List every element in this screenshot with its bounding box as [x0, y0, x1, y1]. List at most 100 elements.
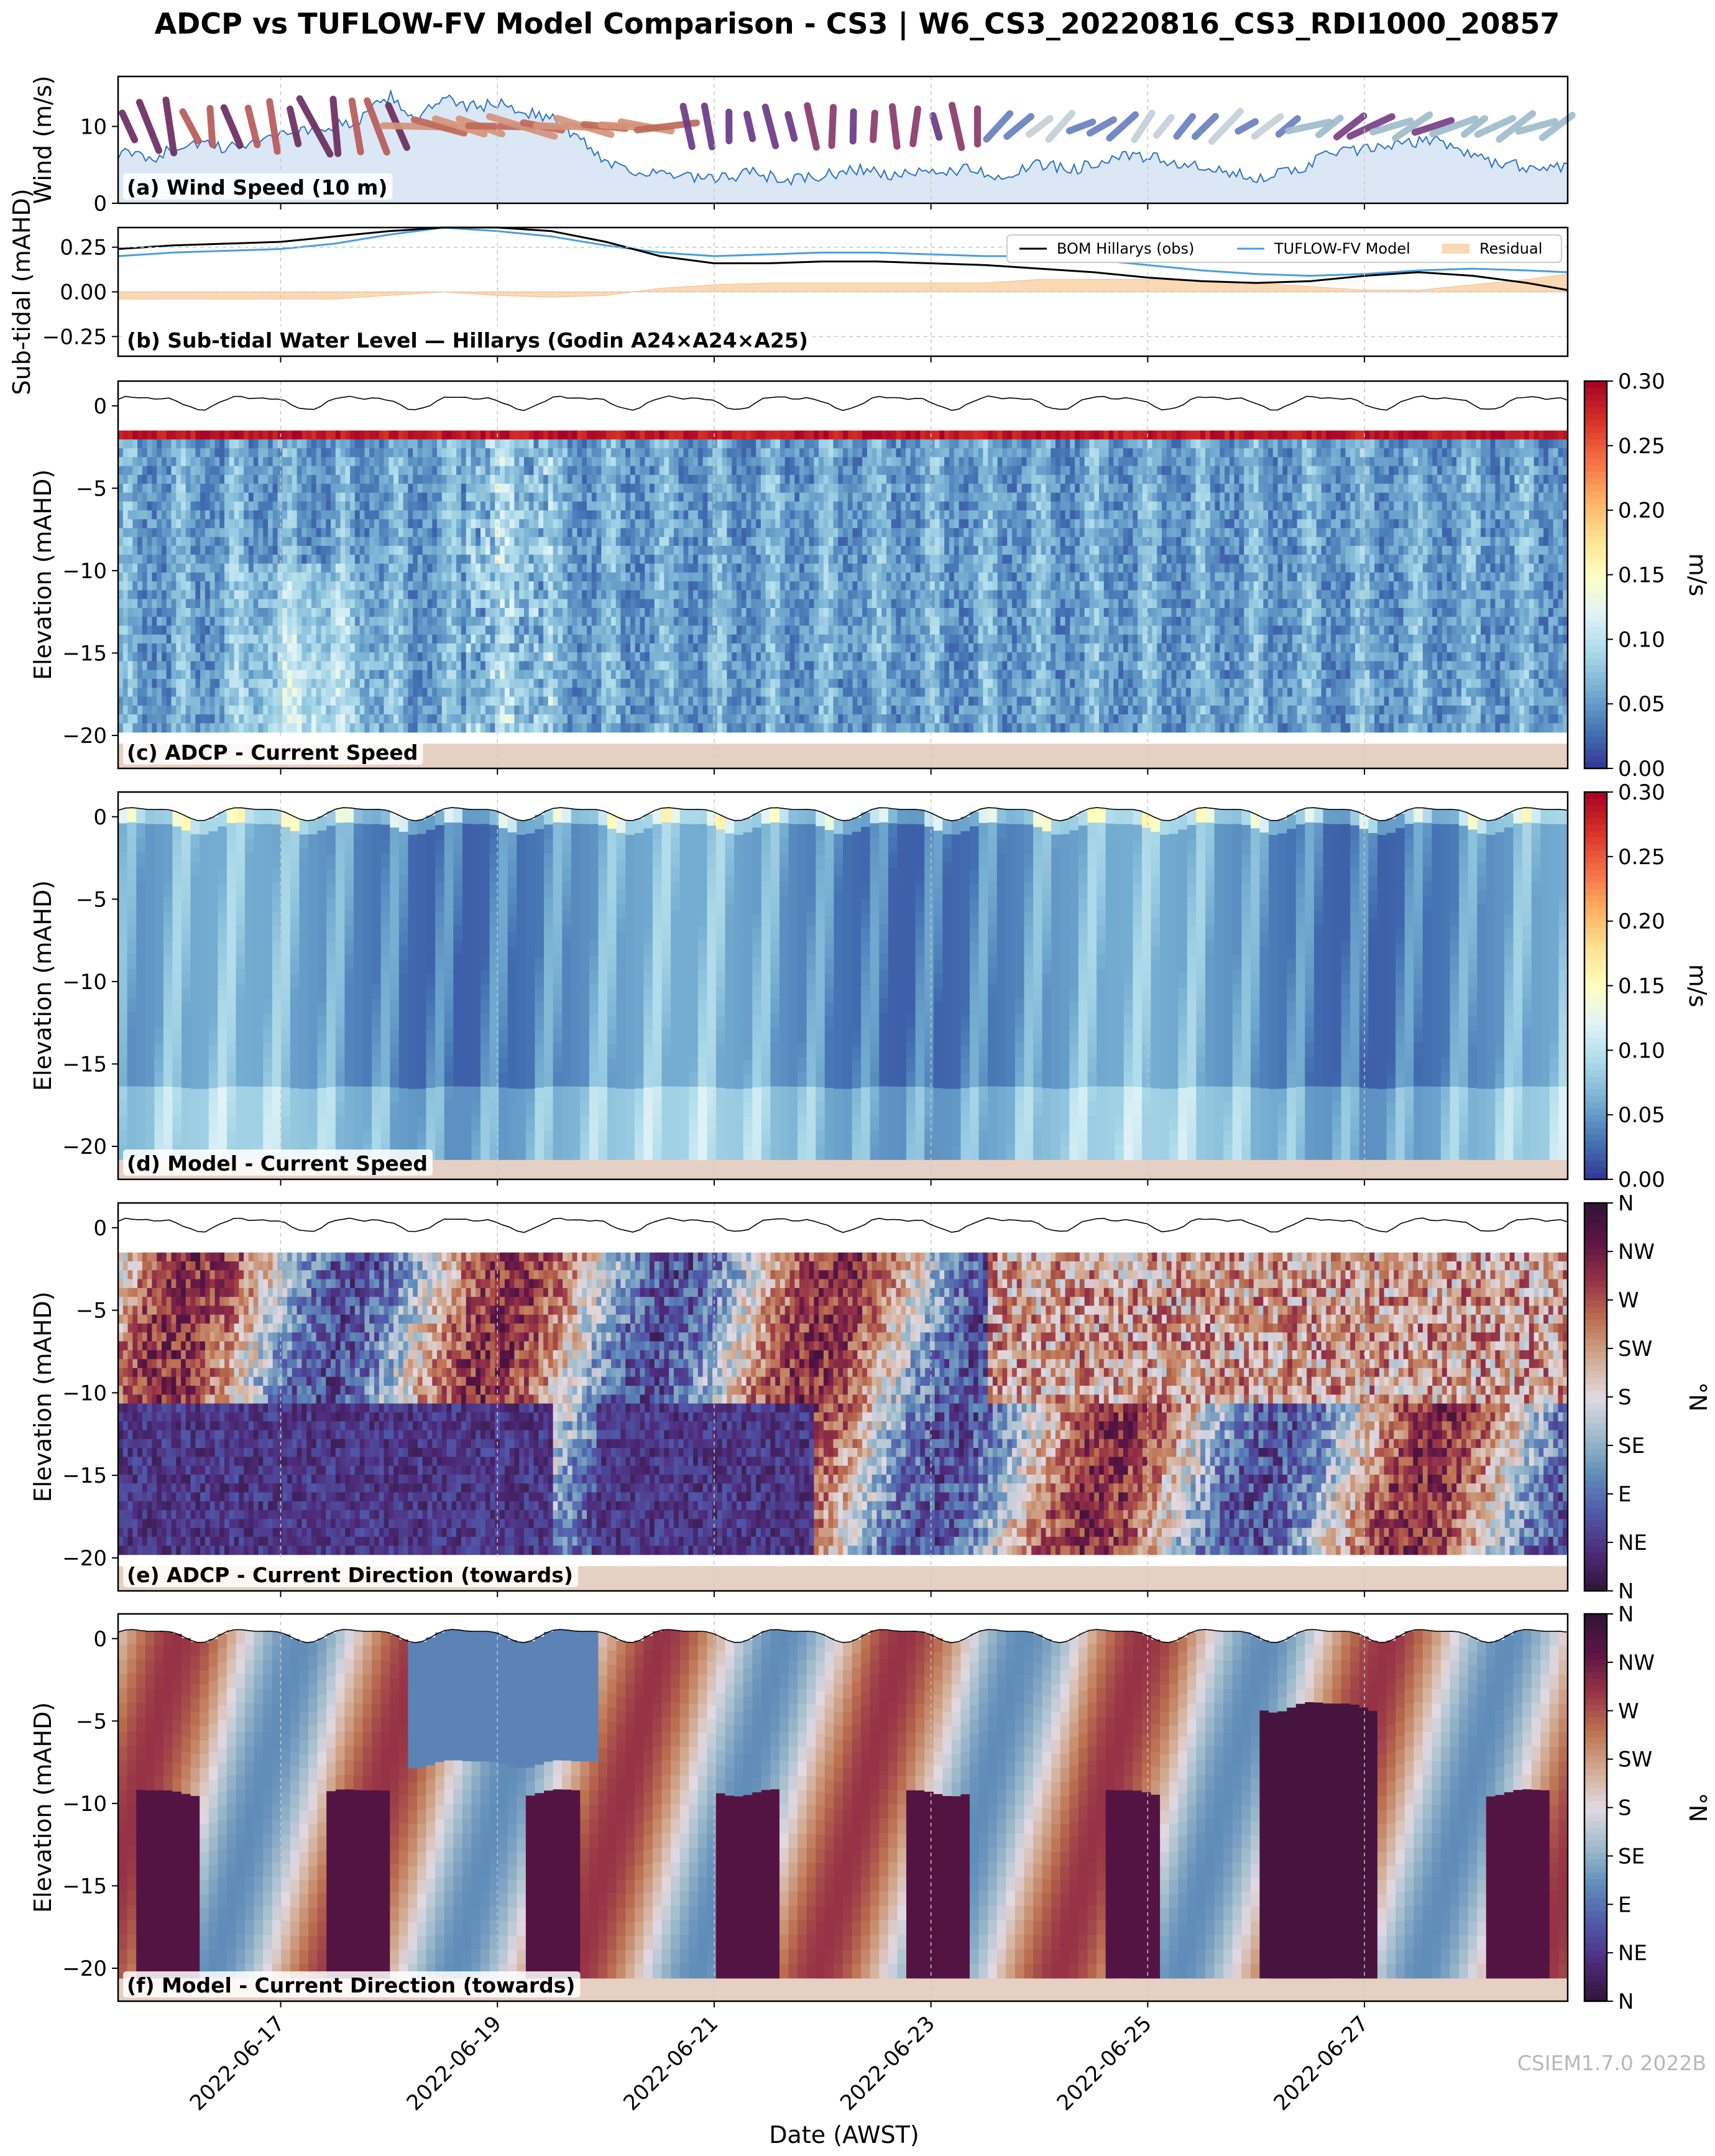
heatmap-cell — [655, 599, 660, 609]
heatmap-cell — [490, 625, 495, 635]
heatmap-cell — [447, 431, 452, 440]
heatmap-cell — [118, 714, 123, 724]
heatmap-cell — [514, 466, 519, 476]
heatmap-cell — [147, 431, 152, 440]
heatmap-cell — [360, 555, 365, 564]
heatmap-cell — [669, 608, 674, 617]
heatmap-cell — [137, 492, 142, 502]
heatmap-cell — [519, 625, 524, 635]
heatmap-cell — [123, 625, 128, 635]
heatmap-cell — [132, 457, 137, 466]
heatmap-cell — [263, 599, 268, 609]
heatmap-cell — [398, 679, 403, 688]
heatmap-cell — [364, 431, 369, 440]
heatmap-cell — [587, 643, 592, 653]
heatmap-cell — [577, 706, 582, 715]
heatmap-cell — [118, 599, 123, 609]
heatmap-cell — [258, 635, 263, 644]
heatmap-cell — [548, 492, 553, 502]
heatmap-cell — [287, 475, 292, 484]
heatmap-cell — [132, 590, 137, 599]
heatmap-cell — [316, 440, 321, 449]
heatmap-cell — [480, 466, 485, 476]
heatmap-cell — [597, 457, 602, 466]
heatmap-cell — [341, 688, 346, 697]
heatmap-cell — [620, 652, 625, 661]
heatmap-cell — [282, 457, 287, 466]
heatmap-cell — [664, 492, 669, 502]
heatmap-cell — [244, 573, 249, 582]
heatmap-cell — [336, 475, 341, 484]
heatmap-cell — [500, 670, 505, 680]
heatmap-cell — [611, 679, 616, 688]
heatmap-cell — [249, 617, 254, 626]
heatmap-cell — [514, 706, 519, 715]
heatmap-cell — [311, 492, 316, 502]
heatmap-cell — [297, 573, 302, 582]
heatmap-cell — [563, 466, 568, 476]
heatmap-cell — [645, 457, 650, 466]
heatmap-cell — [350, 457, 355, 466]
heatmap-cell — [568, 519, 572, 528]
heatmap-cell — [660, 492, 664, 502]
heatmap-cell — [500, 448, 505, 458]
heatmap-cell — [239, 457, 244, 466]
heatmap-cell — [306, 519, 311, 528]
heatmap-cell — [350, 590, 355, 599]
heatmap-cell — [674, 635, 679, 644]
heatmap-cell — [181, 492, 186, 502]
heatmap-cell — [205, 706, 210, 715]
heatmap-cell — [597, 448, 602, 458]
heatmap-cell — [519, 617, 524, 626]
heatmap-cell — [321, 431, 326, 440]
heatmap-cell — [447, 475, 452, 484]
heatmap-cell — [239, 519, 244, 528]
heatmap-cell — [684, 555, 689, 564]
heatmap-cell — [384, 697, 389, 706]
heatmap-cell — [688, 599, 693, 609]
heatmap-cell — [587, 670, 592, 680]
heatmap-cell — [592, 502, 597, 511]
heatmap-cell — [268, 457, 273, 466]
heatmap-cell — [616, 528, 621, 538]
heatmap-cell — [191, 475, 196, 484]
heatmap-cell — [268, 608, 273, 617]
heatmap-cell — [664, 466, 669, 476]
heatmap-cell — [297, 537, 302, 546]
heatmap-cell — [625, 546, 630, 555]
heatmap-cell — [355, 706, 360, 715]
heatmap-cell — [693, 564, 698, 573]
heatmap-cell — [306, 661, 311, 671]
heatmap-cell — [563, 581, 568, 591]
heatmap-cell — [118, 502, 123, 511]
heatmap-cell — [360, 475, 365, 484]
heatmap-cell — [142, 581, 147, 591]
heatmap-cell — [229, 502, 234, 511]
heatmap-cell — [640, 723, 645, 732]
heatmap-cell — [418, 475, 423, 484]
heatmap-cell — [669, 519, 674, 528]
heatmap-cell — [456, 564, 461, 573]
heatmap-cell — [442, 484, 447, 493]
heatmap-cell — [350, 599, 355, 609]
heatmap-cell — [480, 492, 485, 502]
heatmap-cell — [301, 555, 306, 564]
heatmap-cell — [123, 564, 128, 573]
heatmap-cell — [650, 635, 655, 644]
heatmap-cell — [195, 723, 200, 732]
heatmap-cell — [389, 475, 393, 484]
heatmap-cell — [577, 723, 582, 732]
heatmap-cell — [186, 635, 191, 644]
heatmap-cell — [418, 688, 423, 697]
heatmap-cell — [645, 697, 650, 706]
heatmap-cell — [480, 440, 485, 449]
heatmap-cell — [389, 555, 393, 564]
heatmap-cell — [538, 706, 543, 715]
heatmap-cell — [331, 440, 336, 449]
heatmap-cell — [534, 448, 539, 458]
heatmap-cell — [157, 688, 162, 697]
heatmap-cell — [374, 714, 379, 724]
heatmap-cell — [147, 661, 152, 671]
heatmap-cell — [534, 475, 539, 484]
heatmap-cell — [606, 643, 611, 653]
